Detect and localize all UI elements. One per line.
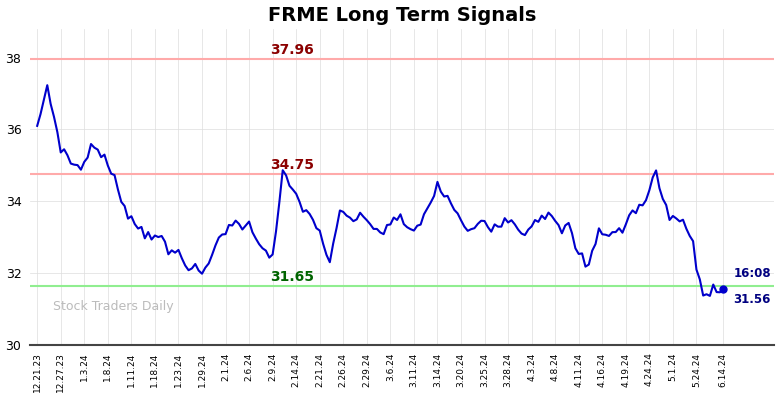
Text: 31.56: 31.56 — [734, 293, 771, 306]
Title: FRME Long Term Signals: FRME Long Term Signals — [268, 6, 536, 25]
Text: 16:08: 16:08 — [734, 267, 771, 280]
Text: 37.96: 37.96 — [270, 43, 314, 57]
Text: 31.65: 31.65 — [270, 269, 314, 283]
Text: Stock Traders Daily: Stock Traders Daily — [53, 300, 173, 313]
Text: 34.75: 34.75 — [270, 158, 314, 172]
